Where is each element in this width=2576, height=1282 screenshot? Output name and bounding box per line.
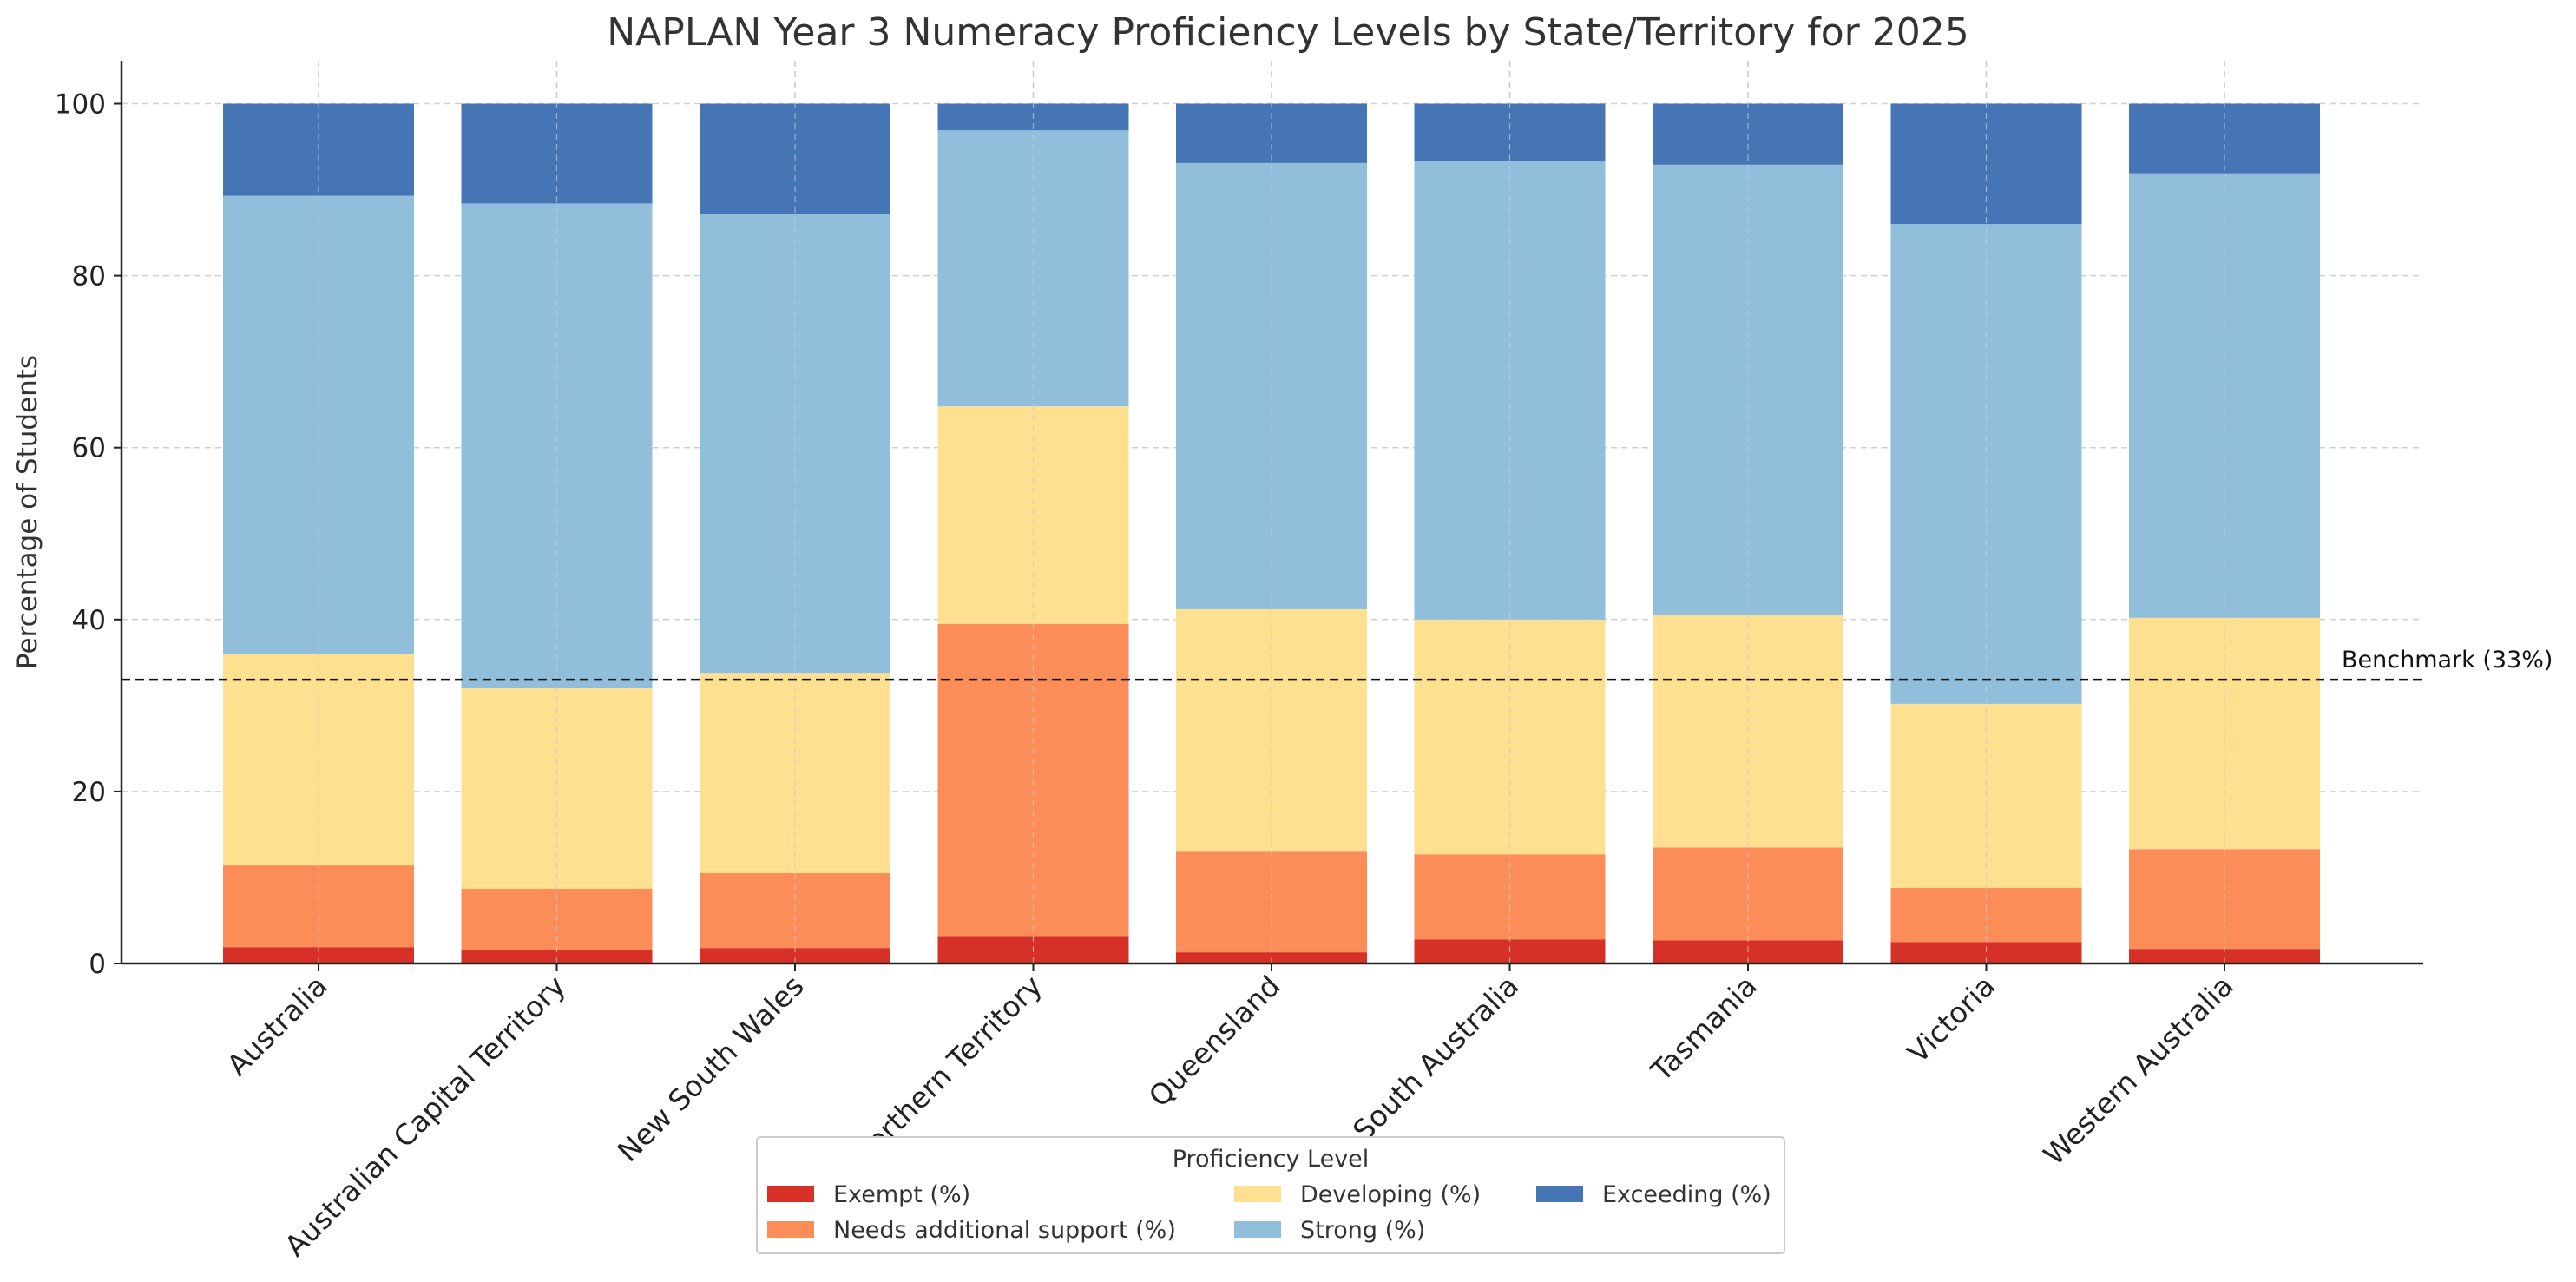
legend-entry: Exempt (%)	[833, 1181, 970, 1208]
legend-entry: Exceeding (%)	[1602, 1181, 1771, 1208]
x-tick-label: Victoria	[1901, 969, 2001, 1069]
bars	[223, 61, 2320, 963]
legend-entry: Strong (%)	[1300, 1217, 1425, 1244]
y-tick-label: 40	[72, 605, 106, 636]
bar-segment	[223, 947, 414, 963]
legend-entry: Needs additional support (%)	[833, 1217, 1176, 1244]
legend-swatch	[1234, 1186, 1281, 1202]
x-tick-label: South Australia	[1346, 969, 1525, 1147]
y-tick-label: 100	[55, 89, 106, 121]
y-tick-label: 0	[89, 949, 106, 980]
x-tick-label: Western Australia	[2037, 969, 2240, 1172]
chart-title: NAPLAN Year 3 Numeracy Proficiency Level…	[607, 10, 1968, 55]
legend: Proficiency Level Exempt (%) Needs additi…	[756, 1136, 1785, 1254]
x-tick-label: Queensland	[1142, 969, 1287, 1114]
legend-swatch	[767, 1221, 814, 1238]
y-axis-label: Percentage of Students	[12, 355, 43, 669]
x-tick-label: Australia	[220, 969, 334, 1082]
x-tick-label: Australian Capital Territory	[278, 969, 572, 1263]
benchmark: Benchmark (33%)	[122, 647, 2553, 681]
bar-segment	[1414, 103, 1606, 161]
y-tick-label: 60	[72, 433, 106, 464]
y-tick-label: 20	[72, 777, 106, 808]
bar-segment	[2129, 949, 2320, 963]
bar-segment	[1176, 103, 1367, 163]
benchmark-label: Benchmark (33%)	[2342, 647, 2553, 674]
legend-swatch	[1536, 1186, 1583, 1202]
legend-swatch	[1234, 1221, 1281, 1238]
bar-segment	[700, 948, 890, 963]
legend-title: Proficiency Level	[1173, 1146, 1370, 1173]
y-tick-label: 80	[72, 261, 106, 293]
legend-entry: Developing (%)	[1300, 1181, 1481, 1208]
bar-segment	[1890, 224, 2082, 704]
legend-swatch	[767, 1186, 814, 1202]
bar-segment	[1890, 103, 2082, 225]
x-tick-label: Tasmania	[1644, 969, 1764, 1088]
